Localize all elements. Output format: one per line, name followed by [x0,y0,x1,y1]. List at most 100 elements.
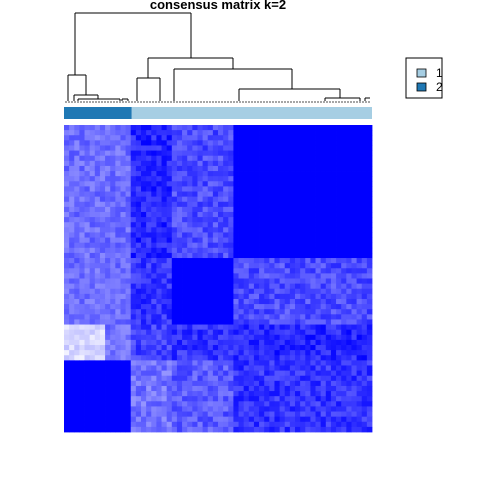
heatmap-cell [69,396,75,402]
heatmap-cell [125,273,132,279]
heatmap-cell [356,288,363,295]
heatmap-cell [223,298,229,305]
heatmap-cell [336,391,342,397]
heatmap-cell [320,191,327,198]
heatmap-cell [166,186,173,192]
heatmap-cell [105,237,111,244]
heatmap-cell [74,288,80,295]
heatmap-cell [84,411,91,418]
heatmap-cell [202,211,209,218]
heatmap-cell [187,365,193,371]
heatmap-cell [120,375,126,382]
heatmap-cell [125,171,132,177]
heatmap-cell [351,191,357,198]
heatmap-cell [125,334,132,341]
heatmap-cell [99,263,106,269]
heatmap-cell [166,355,173,361]
heatmap-cell [120,421,126,428]
heatmap-cell [253,268,260,274]
heatmap-cell [218,232,224,238]
heatmap-cell [166,350,173,356]
heatmap-cell [151,217,157,223]
heatmap-cell [248,380,255,387]
heatmap-cell [125,385,132,392]
heatmap-cell [74,247,80,254]
heatmap-cell [233,171,239,177]
heatmap-cell [207,339,214,346]
heatmap-cell [130,385,137,392]
heatmap-cell [197,247,203,254]
heatmap-cell [243,406,250,412]
heatmap-cell [320,365,327,371]
heatmap-cell [64,201,70,208]
heatmap-cell [300,293,306,300]
heatmap-cell [115,145,121,151]
heatmap-cell [187,227,193,233]
heatmap-cell [315,411,322,418]
heatmap-cell [320,293,327,300]
heatmap-cell [176,283,183,290]
heatmap-cell [351,263,357,269]
heatmap-cell [120,283,126,290]
heatmap-cell [233,283,239,290]
heatmap-cell [212,350,219,356]
heatmap-cell [187,247,193,254]
heatmap-cell [146,165,152,172]
heatmap-cell [310,370,316,377]
heatmap-cell [130,263,137,269]
heatmap-cell [69,237,75,244]
heatmap-cell [336,278,342,285]
heatmap-cell [115,232,121,238]
heatmap-cell [166,339,173,346]
heatmap-cell [336,288,342,295]
heatmap-cell [228,191,234,198]
heatmap-cell [259,304,265,310]
heatmap-cell [284,350,291,356]
heatmap-cell [325,406,332,412]
heatmap-cell [125,360,132,366]
heatmap-cell [94,211,101,218]
heatmap-cell [346,201,352,208]
heatmap-cell [156,385,162,392]
heatmap-cell [218,380,224,387]
heatmap-cell [166,293,173,300]
heatmap-cell [341,140,347,146]
heatmap-cell [315,355,322,361]
heatmap-cell [310,196,316,203]
heatmap-cell [315,263,322,269]
heatmap-cell [99,140,106,146]
heatmap-cell [176,365,183,371]
heatmap-cell [202,314,209,320]
heatmap-cell [228,125,234,131]
heatmap-cell [171,155,178,162]
heatmap-cell [130,176,137,182]
heatmap-cell [295,125,301,131]
heatmap-cell [105,416,111,423]
heatmap-cell [253,298,260,305]
heatmap-cell [202,370,209,377]
heatmap-cell [325,232,332,238]
heatmap-cell [207,227,214,233]
heatmap-cell [320,252,327,259]
heatmap-cell [356,380,363,387]
heatmap-cell [218,396,224,402]
heatmap-cell [207,288,214,295]
heatmap-cell [351,396,357,402]
heatmap-cell [248,252,255,259]
heatmap-cell [351,298,357,305]
heatmap-cell [79,391,85,397]
heatmap-cell [269,232,275,238]
heatmap-cell [366,196,373,203]
heatmap-cell [146,278,152,285]
heatmap-cell [351,304,357,310]
heatmap-cell [161,391,168,397]
heatmap-cell [269,288,275,295]
heatmap-cell [274,242,280,249]
heatmap-cell [269,314,275,320]
heatmap-cell [284,298,291,305]
heatmap-cell [315,350,322,356]
heatmap-cell [305,401,311,407]
heatmap-cell [346,273,352,279]
heatmap-cell [156,222,162,228]
heatmap-cell [366,125,373,131]
